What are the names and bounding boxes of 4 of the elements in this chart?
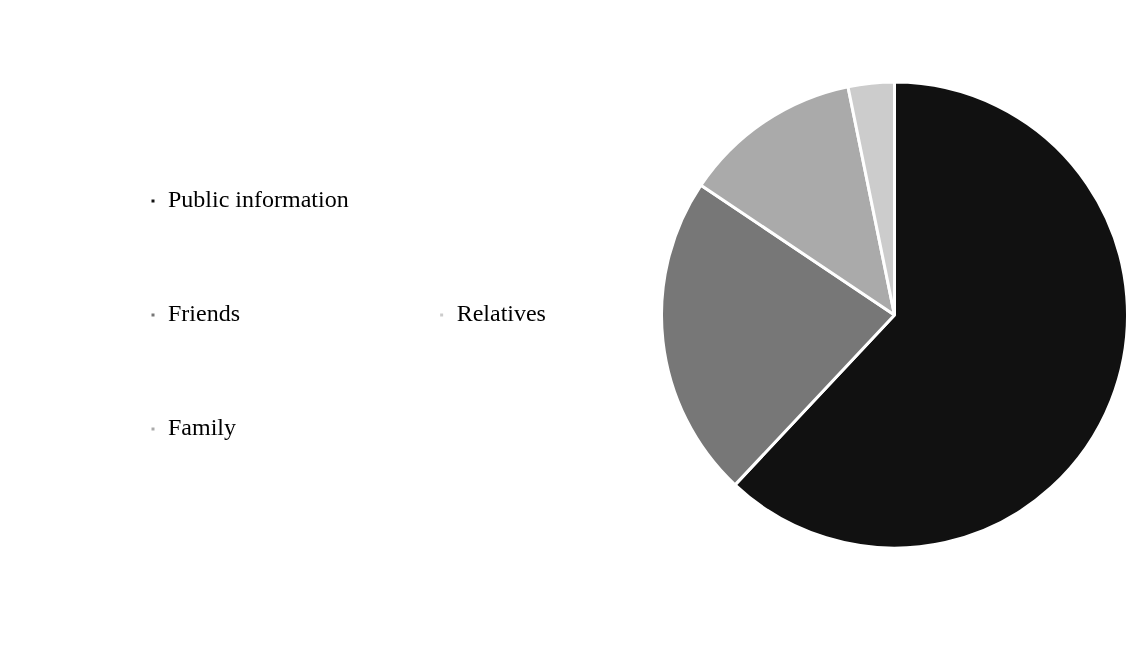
legend-label: Relatives xyxy=(456,300,546,327)
legend-label: Friends xyxy=(168,300,240,327)
legend-label: Family xyxy=(168,414,237,441)
legend-label: Public information xyxy=(168,186,349,213)
